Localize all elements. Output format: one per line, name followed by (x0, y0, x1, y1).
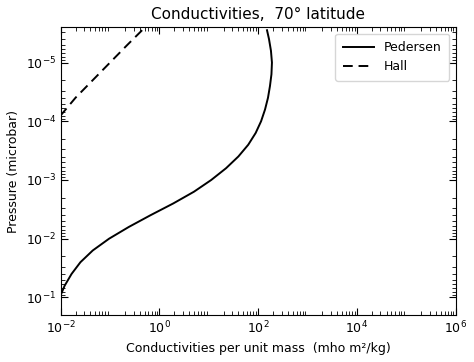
Legend: Pedersen, Hall: Pedersen, Hall (335, 34, 449, 81)
Y-axis label: Pressure (microbar): Pressure (microbar) (7, 110, 20, 233)
Title: Conductivities,  70° latitude: Conductivities, 70° latitude (151, 7, 365, 22)
X-axis label: Conductivities per unit mass  (mho m²/kg): Conductivities per unit mass (mho m²/kg) (126, 342, 391, 355)
